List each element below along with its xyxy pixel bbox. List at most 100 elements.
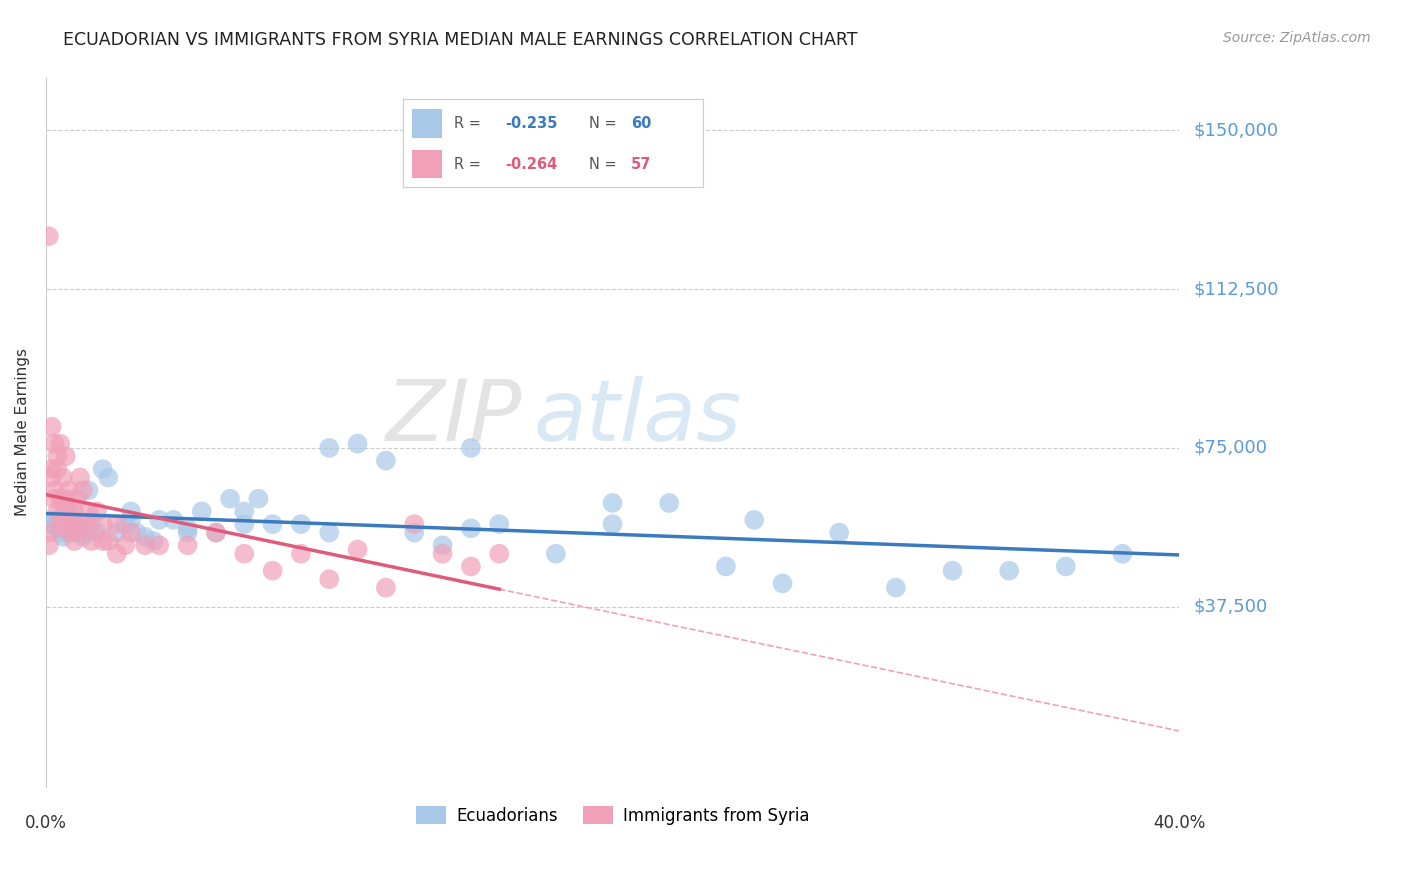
Point [1054, 559, 1077, 574]
Point [49, 525, 72, 540]
Point [63, 534, 86, 549]
Point [148, 513, 170, 527]
Point [58, 525, 80, 540]
Point [205, 525, 228, 540]
Point [55, 491, 77, 506]
Point [120, 504, 142, 518]
Point [77, 521, 100, 535]
Point [52, 521, 75, 535]
Point [69, 470, 91, 484]
Text: Source: ZipAtlas.com: Source: ZipAtlas.com [1223, 31, 1371, 45]
Point [46, 462, 69, 476]
Legend: Ecuadorians, Immigrants from Syria: Ecuadorians, Immigrants from Syria [409, 799, 815, 831]
Point [219, 491, 242, 506]
Point [44, 436, 66, 450]
Point [142, 534, 165, 549]
Point [77, 504, 100, 518]
Point [75, 525, 97, 540]
Point [460, 441, 482, 455]
Point [38, 229, 60, 244]
Point [120, 513, 142, 527]
Point [72, 483, 94, 498]
Point [602, 517, 624, 532]
Point [86, 525, 108, 540]
Point [176, 521, 198, 535]
Point [318, 572, 340, 586]
Point [262, 517, 284, 532]
Point [460, 559, 482, 574]
Point [346, 436, 368, 450]
Point [60, 525, 83, 540]
Point [63, 504, 86, 518]
Point [941, 564, 963, 578]
Point [602, 496, 624, 510]
Point [346, 542, 368, 557]
Point [44, 483, 66, 498]
Point [1111, 547, 1133, 561]
Text: $75,000: $75,000 [1194, 439, 1267, 457]
Point [318, 525, 340, 540]
Text: atlas: atlas [533, 376, 741, 459]
Point [114, 517, 136, 532]
Point [114, 538, 136, 552]
Point [91, 534, 114, 549]
Text: $37,500: $37,500 [1194, 598, 1267, 615]
Point [233, 517, 256, 532]
Point [105, 547, 128, 561]
Point [38, 517, 60, 532]
Point [772, 576, 794, 591]
Point [318, 441, 340, 455]
Point [80, 534, 103, 549]
Text: ZIP: ZIP [385, 376, 522, 459]
Point [38, 525, 60, 540]
Point [97, 534, 120, 549]
Point [432, 547, 454, 561]
Point [41, 470, 63, 484]
Point [176, 538, 198, 552]
Point [105, 517, 128, 532]
Point [52, 530, 75, 544]
Point [72, 530, 94, 544]
Y-axis label: Median Male Earnings: Median Male Earnings [15, 348, 30, 516]
Point [884, 581, 907, 595]
Point [742, 513, 765, 527]
Point [60, 513, 83, 527]
Point [247, 491, 270, 506]
Point [105, 525, 128, 540]
Text: $150,000: $150,000 [1194, 121, 1278, 139]
Point [52, 496, 75, 510]
Point [488, 517, 510, 532]
Point [69, 521, 91, 535]
Point [120, 525, 142, 540]
Point [404, 525, 426, 540]
Point [205, 525, 228, 540]
Point [86, 504, 108, 518]
Point [148, 538, 170, 552]
Point [828, 525, 851, 540]
Point [134, 538, 156, 552]
Point [44, 513, 66, 527]
Point [41, 419, 63, 434]
Point [374, 581, 396, 595]
Point [41, 517, 63, 532]
Text: 40.0%: 40.0% [1153, 814, 1205, 832]
Text: $112,500: $112,500 [1194, 280, 1278, 298]
Point [91, 462, 114, 476]
Point [60, 517, 83, 532]
Point [162, 513, 184, 527]
Point [404, 517, 426, 532]
Point [432, 538, 454, 552]
Point [49, 513, 72, 527]
Point [262, 564, 284, 578]
Point [46, 450, 69, 464]
Point [55, 521, 77, 535]
Point [58, 504, 80, 518]
Point [91, 517, 114, 532]
Point [75, 517, 97, 532]
Point [134, 530, 156, 544]
Point [488, 547, 510, 561]
Point [38, 538, 60, 552]
Text: ECUADORIAN VS IMMIGRANTS FROM SYRIA MEDIAN MALE EARNINGS CORRELATION CHART: ECUADORIAN VS IMMIGRANTS FROM SYRIA MEDI… [63, 31, 858, 49]
Point [233, 547, 256, 561]
Point [55, 504, 77, 518]
